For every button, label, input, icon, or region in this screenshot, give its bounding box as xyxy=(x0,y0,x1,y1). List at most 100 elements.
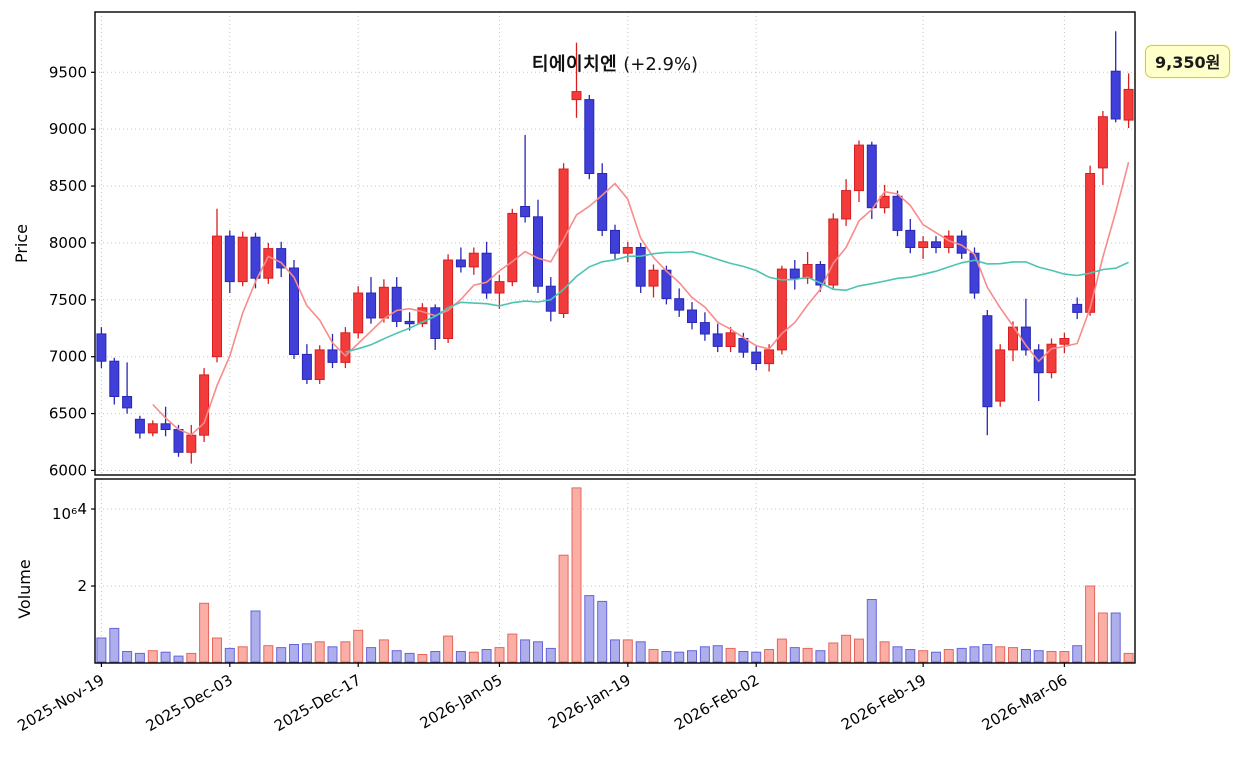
candle-body xyxy=(96,333,107,362)
price-tick-label: 9000 xyxy=(49,120,87,138)
volume-bar xyxy=(1097,612,1108,663)
candle-body xyxy=(301,353,312,380)
volume-bar xyxy=(892,646,903,663)
candle-body xyxy=(109,360,120,398)
candle-body xyxy=(186,434,197,453)
candle-body xyxy=(892,195,903,231)
candle-body xyxy=(443,259,454,339)
candle-body xyxy=(455,259,466,268)
price-tick-label: 6000 xyxy=(49,461,87,479)
candle-body xyxy=(417,307,428,325)
candle-body xyxy=(199,374,210,436)
volume-axis-title: Volume xyxy=(15,559,34,619)
candle-body xyxy=(969,252,980,294)
grid-lines xyxy=(95,12,1135,663)
candle-body xyxy=(289,267,299,355)
volume-bar xyxy=(212,637,222,663)
volume-bar xyxy=(610,639,620,663)
volume-bar xyxy=(815,650,826,663)
candle-body xyxy=(224,235,235,283)
volume-bar xyxy=(507,633,518,663)
candle-body xyxy=(558,168,569,314)
candle-body xyxy=(468,252,479,268)
candle-body xyxy=(147,423,158,434)
volume-bar xyxy=(443,635,454,663)
price-axis-title: Price xyxy=(12,224,31,263)
candle-body xyxy=(1046,343,1057,374)
candle-body xyxy=(237,236,248,283)
price-tick-label: 8500 xyxy=(49,177,87,195)
volume-bar xyxy=(956,647,967,663)
candle-body xyxy=(931,241,941,249)
volume-bar xyxy=(430,651,441,663)
volume-bar xyxy=(147,650,158,663)
candle-body xyxy=(404,320,415,325)
candle-body xyxy=(263,248,274,279)
volume-bar xyxy=(417,654,428,663)
candle-body xyxy=(1097,116,1108,169)
volume-bar xyxy=(391,650,402,663)
volume-bar xyxy=(1110,612,1121,663)
volume-bar xyxy=(353,629,364,663)
candle-body xyxy=(699,322,710,335)
volume-bar xyxy=(622,639,633,663)
volume-bar xyxy=(1033,650,1044,663)
volume-bar xyxy=(571,487,582,663)
volume-bar xyxy=(712,645,723,663)
price-tick-label: 7500 xyxy=(49,291,87,309)
last-price-badge: 9,350원 xyxy=(1145,45,1231,78)
candle-body xyxy=(584,99,595,174)
candle-body xyxy=(481,252,492,294)
volume-bar xyxy=(918,650,929,663)
candle-body xyxy=(828,218,839,286)
volume-bar xyxy=(1046,651,1057,663)
candle-body xyxy=(751,351,762,365)
volume-bar xyxy=(635,641,646,663)
candle-body xyxy=(674,298,685,311)
candle-body xyxy=(622,247,633,254)
volume-bar xyxy=(224,647,235,663)
candle-body xyxy=(1085,173,1096,313)
candle-body xyxy=(866,144,877,209)
volume-bar xyxy=(866,599,877,663)
volume-bar xyxy=(931,651,941,663)
candle-body xyxy=(520,206,531,218)
candle-body xyxy=(764,349,775,365)
volume-bar xyxy=(276,647,287,663)
volume-bar xyxy=(263,645,274,663)
volume-bar xyxy=(943,649,954,663)
volume-bar xyxy=(725,647,736,663)
volume-bar xyxy=(109,627,120,663)
volume-bar xyxy=(340,641,351,663)
candle-body xyxy=(1059,338,1070,345)
volume-bar xyxy=(404,652,415,663)
volume-bar xyxy=(520,639,531,663)
candle-body xyxy=(982,315,993,408)
candle-body xyxy=(815,264,826,286)
candle-body xyxy=(134,418,145,434)
volume-bar xyxy=(1085,585,1096,663)
volume-tick-label: 2 xyxy=(77,577,87,595)
ma-long-line xyxy=(345,250,1129,353)
volume-bar xyxy=(1020,649,1031,663)
volume-bar xyxy=(1059,651,1070,663)
candle-body xyxy=(533,216,543,287)
volume-bar xyxy=(301,643,312,663)
volume-bar xyxy=(173,655,184,663)
candle-body xyxy=(173,429,184,453)
candle-body xyxy=(494,281,505,294)
price-tick-label: 9500 xyxy=(49,63,87,81)
volume-bar xyxy=(674,651,685,663)
candle-body xyxy=(378,286,389,319)
volume-series xyxy=(96,487,1134,663)
volume-bar xyxy=(687,650,697,663)
volume-tick-label: 4 xyxy=(77,500,87,518)
volume-bar xyxy=(122,651,133,663)
candle-body xyxy=(122,396,133,409)
volume-bar xyxy=(455,651,466,663)
volume-bar xyxy=(969,646,980,663)
